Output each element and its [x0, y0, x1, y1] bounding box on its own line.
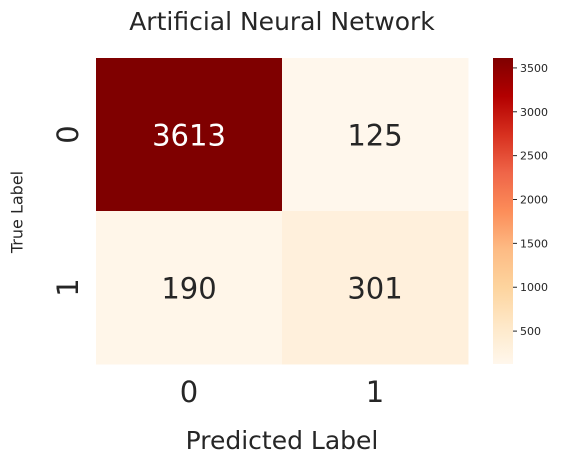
heatmap-cell-1-0: [96, 211, 283, 365]
colorbar-tick-label: 1500: [520, 237, 548, 250]
y-tick-label: 0: [51, 125, 85, 143]
cell-value-label-0-1: 125: [347, 119, 402, 153]
chart-title: Artificial Neural Network: [129, 7, 435, 36]
colorbar-tick-label: 2000: [520, 194, 548, 207]
x-tick-label: 0: [180, 375, 198, 409]
y-tick-label: 1: [51, 278, 85, 296]
colorbar-tick-label: 3500: [520, 62, 548, 75]
colorbar: [493, 58, 513, 364]
heatmap-cell-0-1: [282, 58, 469, 212]
colorbar-tick-label: 3000: [520, 106, 548, 119]
heatmap-cell-1-1: [282, 211, 469, 365]
y-axis-label: True Label: [7, 170, 27, 254]
colorbar-tick-label: 2500: [520, 150, 548, 163]
cell-value-label-1-1: 301: [347, 272, 402, 306]
cell-value-label-0-0: 3613: [152, 119, 226, 153]
cell-value-label-1-0: 190: [161, 272, 216, 306]
x-tick-label: 1: [366, 375, 384, 409]
colorbar-tick-label: 500: [520, 325, 541, 338]
heatmap-cell-0-0: [96, 58, 283, 212]
colorbar-tick-label: 1000: [520, 281, 548, 294]
x-axis-label: Predicted Label: [185, 426, 379, 455]
